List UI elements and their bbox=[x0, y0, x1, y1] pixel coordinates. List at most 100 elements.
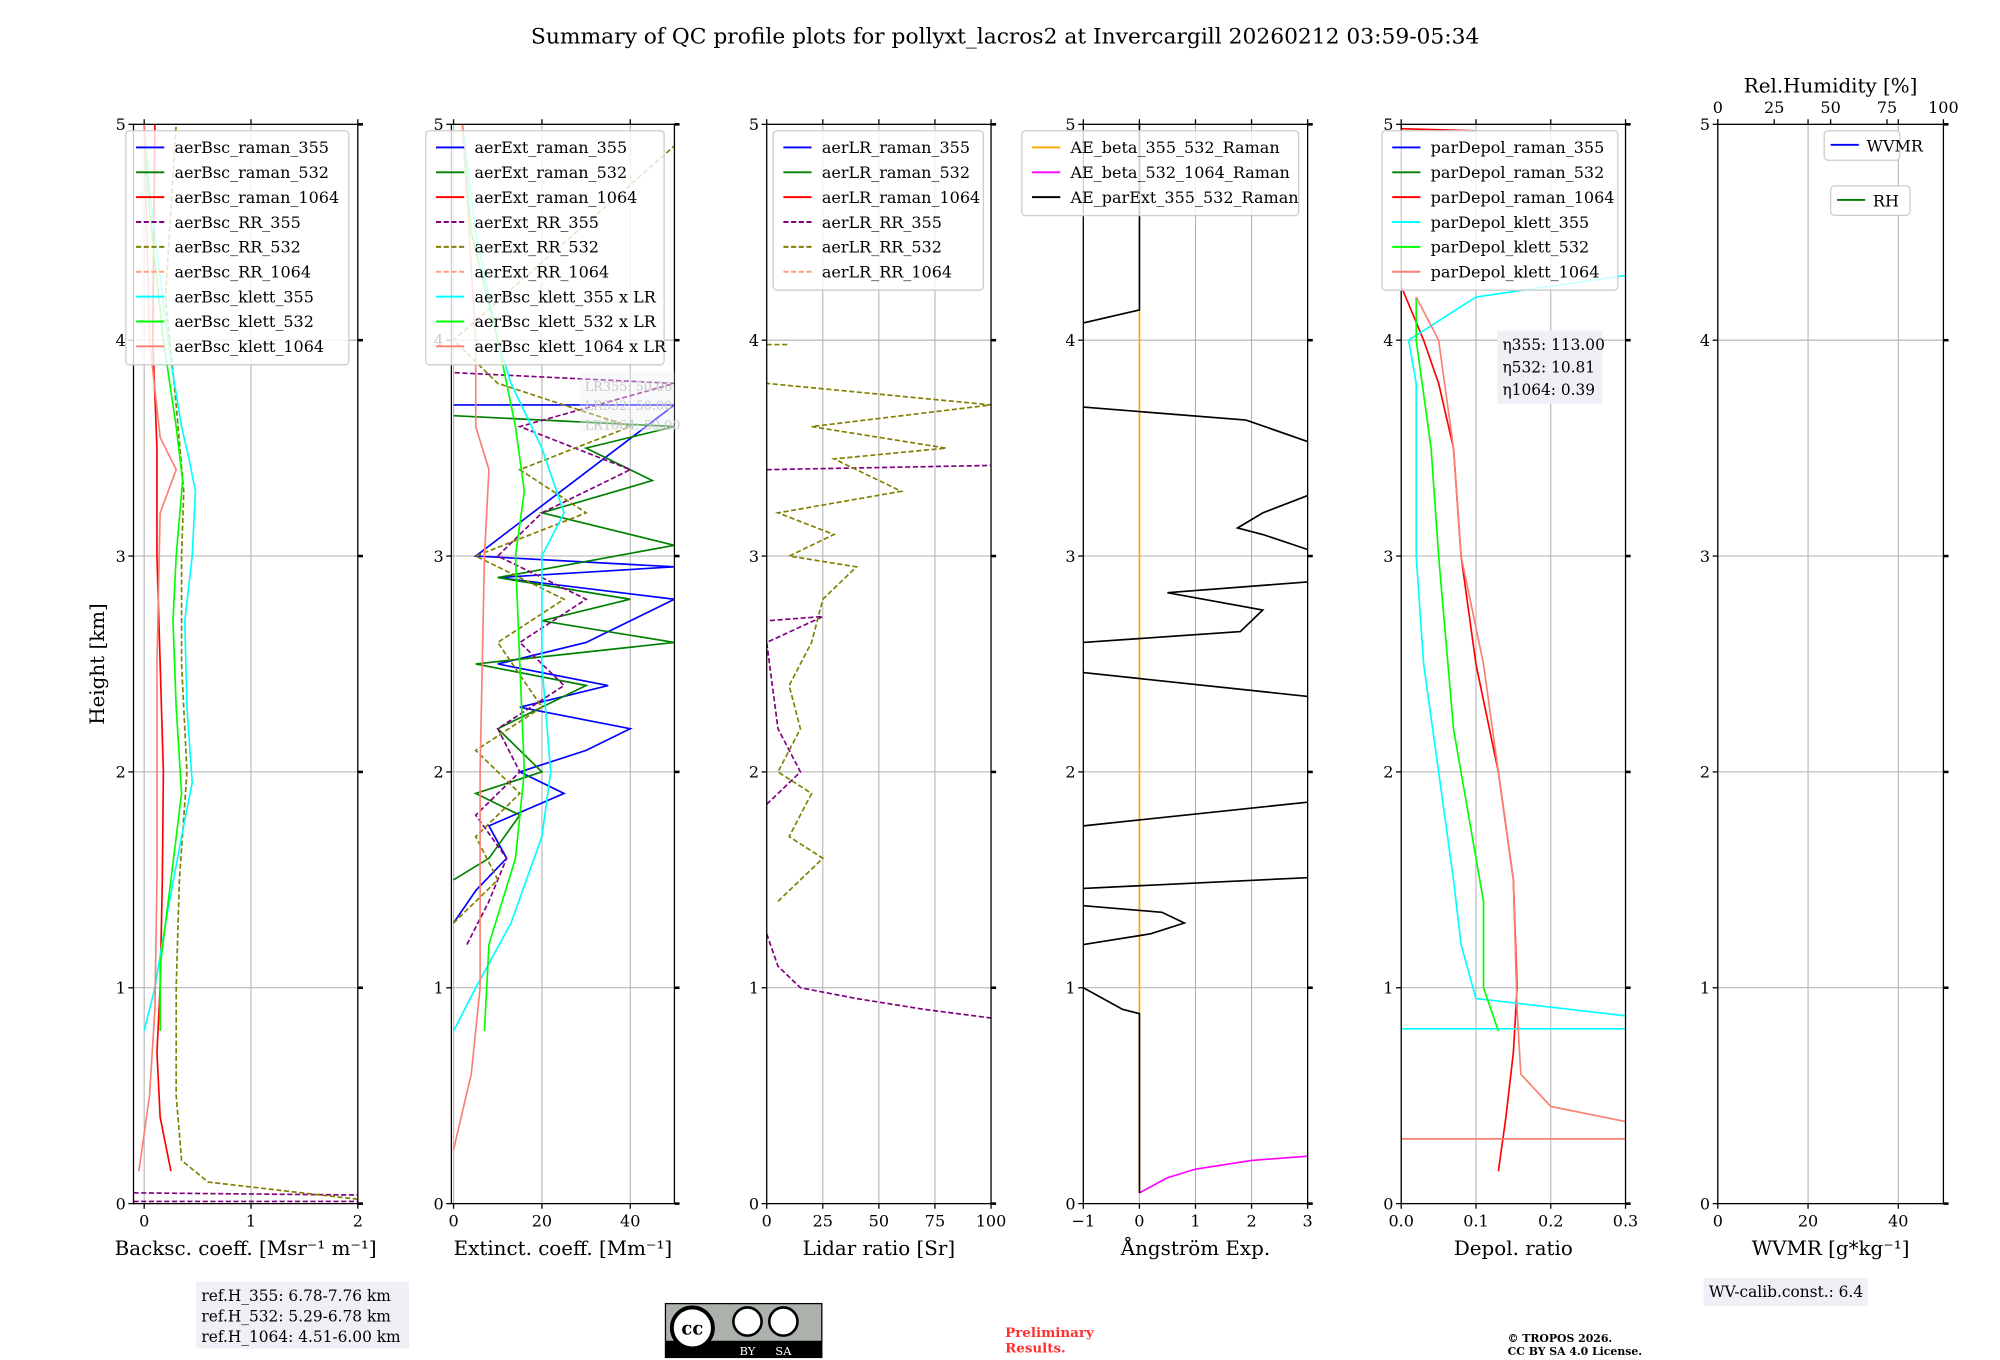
legend-label: parDepol_klett_1064 bbox=[1431, 263, 1600, 282]
preliminary-note-line: Preliminary bbox=[1005, 1325, 1095, 1341]
y-tick-label: 3 bbox=[1700, 547, 1710, 566]
legend: RH bbox=[1829, 185, 1911, 216]
legend-label: aerBsc_raman_355 bbox=[175, 138, 329, 157]
legend-label: aerBsc_klett_1064 bbox=[175, 337, 325, 356]
legend-label: parDepol_raman_532 bbox=[1431, 163, 1605, 182]
y-tick-label: 1 bbox=[116, 979, 126, 998]
y-tick-label: 1 bbox=[1700, 979, 1710, 998]
panel-extinction: 02040012345Extinct. coeff. [Mm⁻¹]aerExt_… bbox=[425, 115, 680, 1260]
x-tick-label: 2 bbox=[353, 1212, 363, 1231]
cc-by-sa-logo: cc BY SA bbox=[664, 1302, 823, 1359]
y-tick-label: 2 bbox=[116, 763, 126, 782]
rh-tick-label: 25 bbox=[1764, 98, 1784, 117]
y-tick-label: 0 bbox=[1700, 1194, 1710, 1213]
x-axis-label: Lidar ratio [Sr] bbox=[803, 1237, 955, 1260]
legend-label: aerLR_RR_355 bbox=[822, 213, 942, 232]
lr-box-line: LR355: 50.00 bbox=[585, 380, 673, 395]
copyright-note: © TROPOS 2026.CC BY SA 4.0 License. bbox=[1508, 1332, 1642, 1358]
wv-calib-box-line: WV-calib.const.: 6.4 bbox=[1709, 1283, 1863, 1301]
legend-box bbox=[1829, 185, 1911, 216]
series-line-pardepol-klett-532 bbox=[1415, 296, 1500, 1032]
y-tick-label: 1 bbox=[1065, 979, 1075, 998]
legend-label: aerLR_raman_355 bbox=[822, 138, 970, 157]
figure-title: Summary of QC profile plots for pollyxt_… bbox=[531, 25, 1479, 50]
series-line-aerlr-rr-355 bbox=[766, 464, 992, 1019]
x-tick-label: 0 bbox=[448, 1212, 458, 1231]
refh-box-line: ref.H_355: 6.78-7.76 km bbox=[201, 1287, 391, 1305]
y-tick-label: 5 bbox=[1065, 115, 1075, 134]
lr-box-line: LR532: 50.00 bbox=[585, 399, 673, 414]
y-tick-label: 5 bbox=[749, 115, 759, 134]
rh-tick-label: 0 bbox=[1713, 98, 1723, 117]
x-tick-label: 75 bbox=[925, 1212, 945, 1231]
series-line-aerext-rr-355 bbox=[453, 371, 675, 945]
y-tick-label: 5 bbox=[116, 115, 126, 134]
legend-label: parDepol_raman_1064 bbox=[1431, 188, 1615, 207]
refh-box-line: ref.H_532: 5.29-6.78 km bbox=[201, 1308, 391, 1326]
legend-label: parDepol_klett_355 bbox=[1431, 213, 1590, 232]
y-tick-label: 4 bbox=[1700, 331, 1710, 350]
legend-label: aerLR_raman_1064 bbox=[822, 188, 980, 207]
series-line-pardepol-klett-1064 bbox=[1401, 296, 1626, 1140]
rh-tick-label: 50 bbox=[1820, 98, 1840, 117]
x-tick-label: 0.1 bbox=[1463, 1212, 1488, 1231]
axes-frame bbox=[1400, 123, 1627, 1205]
series-line-pardepol-klett-355 bbox=[1401, 274, 1626, 1204]
legend-label: AE_beta_532_1064_Raman bbox=[1069, 163, 1289, 182]
x-tick-label: 0.3 bbox=[1613, 1212, 1638, 1231]
x-tick-label: 0 bbox=[1134, 1212, 1144, 1231]
y-tick-label: 5 bbox=[1700, 115, 1710, 134]
eta-box-line: η1064: 0.39 bbox=[1502, 381, 1595, 399]
y-tick-label: 1 bbox=[1383, 979, 1393, 998]
series-line-aerbsc-klett-1064 bbox=[138, 124, 178, 1172]
refh-box: ref.H_355: 6.78-7.76 km ref.H_532: 5.29-6… bbox=[196, 1281, 410, 1349]
x-tick-label: 100 bbox=[976, 1212, 1007, 1231]
axes-frame bbox=[1717, 123, 1945, 1205]
lr-box-line: LR1064: 50.00 bbox=[585, 418, 681, 433]
series-line-aerbsc-rr-532 bbox=[164, 124, 358, 1201]
legend-label: RH bbox=[1873, 191, 1899, 210]
y-tick-label: 3 bbox=[749, 547, 759, 566]
y-tick-label: 5 bbox=[1383, 115, 1393, 134]
legend-label: aerLR_raman_532 bbox=[822, 163, 970, 182]
series-line-aerext-rr-532 bbox=[452, 145, 675, 924]
x-axis-label: WVMR [g*kg⁻¹] bbox=[1752, 1237, 1910, 1260]
legend-label: aerExt_RR_355 bbox=[474, 213, 599, 232]
series-line-aerlr-rr-532 bbox=[766, 343, 992, 902]
y-tick-label: 2 bbox=[1065, 763, 1075, 782]
legend-label: parDepol_raman_355 bbox=[1431, 138, 1605, 157]
rh-axis-label: Rel.Humidity [%] bbox=[1744, 74, 1918, 97]
legend-label: aerExt_RR_532 bbox=[474, 238, 599, 257]
legend: parDepol_raman_355 parDepol_raman_532 parD… bbox=[1381, 130, 1619, 291]
legend-label: aerBsc_klett_1064 x LR bbox=[474, 337, 666, 356]
legend-box bbox=[1381, 130, 1619, 291]
axes-frame bbox=[450, 123, 676, 1205]
legend-box bbox=[772, 130, 984, 291]
y-tick-label: 0 bbox=[749, 1194, 759, 1213]
legend-label: parDepol_klett_532 bbox=[1431, 238, 1590, 257]
x-tick-label: 40 bbox=[1888, 1212, 1908, 1231]
legend: AE_beta_355_532_Raman AE_beta_532_1064_Ra… bbox=[1021, 130, 1300, 217]
y-tick-label: 4 bbox=[1065, 331, 1075, 350]
legend-label: aerBsc_RR_532 bbox=[175, 238, 301, 257]
by-icon bbox=[732, 1306, 763, 1337]
eta-box-line: η532: 10.81 bbox=[1502, 358, 1595, 376]
y-tick-label: 2 bbox=[749, 763, 759, 782]
cc-text: cc bbox=[681, 1318, 703, 1339]
legend-label: aerLR_RR_532 bbox=[822, 238, 942, 257]
eta-box: η355: 113.00 η532: 10.81 η1064: 0.39 bbox=[1497, 330, 1605, 404]
x-tick-label: 20 bbox=[532, 1212, 552, 1231]
x-axis-label: Extinct. coeff. [Mm⁻¹] bbox=[454, 1237, 673, 1260]
legend-label: aerBsc_raman_532 bbox=[175, 163, 329, 182]
series-line-aerext-raman-355 bbox=[452, 404, 675, 924]
cc-icon bbox=[669, 1305, 715, 1351]
legend: WVMR bbox=[1823, 130, 1924, 161]
lr-box: LR355: 50.00 LR532: 50.00 LR1064: 50.00 bbox=[579, 371, 681, 433]
legend-label: aerBsc_klett_532 bbox=[175, 312, 314, 331]
legend-label: aerBsc_RR_355 bbox=[175, 213, 301, 232]
y-tick-label: 0 bbox=[1383, 1194, 1393, 1213]
legend-label: AE_beta_355_532_Raman bbox=[1069, 138, 1279, 157]
series-line-aerbsc-raman-1064 bbox=[151, 124, 172, 1172]
